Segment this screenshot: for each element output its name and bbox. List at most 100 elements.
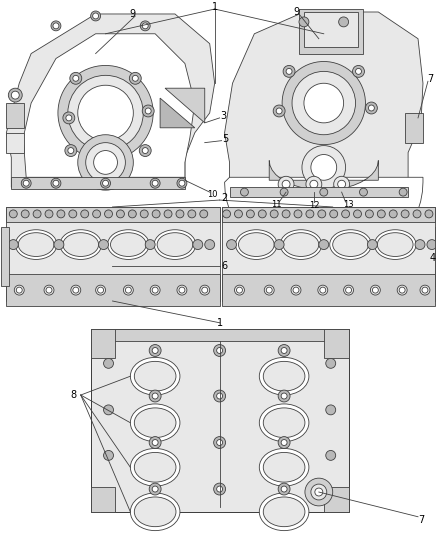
Circle shape	[23, 180, 29, 186]
Circle shape	[281, 393, 287, 399]
Circle shape	[68, 75, 143, 150]
Circle shape	[274, 240, 284, 249]
Text: 4: 4	[430, 254, 436, 263]
Circle shape	[179, 180, 185, 186]
Circle shape	[234, 210, 243, 218]
Circle shape	[140, 21, 150, 31]
Circle shape	[81, 210, 88, 218]
Circle shape	[57, 210, 65, 218]
Bar	[405, 113, 423, 143]
Circle shape	[276, 108, 282, 114]
Circle shape	[425, 210, 433, 218]
Circle shape	[320, 188, 328, 196]
Circle shape	[142, 105, 154, 117]
Circle shape	[66, 115, 72, 121]
Circle shape	[200, 285, 210, 295]
Circle shape	[9, 210, 17, 218]
Circle shape	[292, 71, 356, 135]
Circle shape	[145, 240, 155, 249]
Circle shape	[326, 495, 336, 505]
Circle shape	[311, 155, 337, 180]
Circle shape	[152, 287, 158, 293]
Circle shape	[45, 210, 53, 218]
Circle shape	[65, 144, 77, 157]
Circle shape	[58, 66, 153, 160]
Circle shape	[21, 178, 31, 188]
Circle shape	[103, 495, 113, 505]
Text: 10: 10	[208, 190, 218, 199]
Ellipse shape	[134, 361, 176, 391]
Circle shape	[282, 180, 290, 188]
Ellipse shape	[263, 497, 305, 527]
Ellipse shape	[259, 448, 309, 486]
Circle shape	[177, 178, 187, 188]
Circle shape	[413, 210, 421, 218]
Circle shape	[368, 105, 374, 111]
Circle shape	[326, 450, 336, 461]
Circle shape	[360, 188, 367, 196]
Circle shape	[8, 88, 22, 102]
Circle shape	[71, 285, 81, 295]
Circle shape	[234, 285, 244, 295]
Polygon shape	[160, 98, 195, 128]
Circle shape	[117, 210, 124, 218]
Text: 8: 8	[71, 390, 77, 400]
Text: 13: 13	[343, 200, 354, 209]
Bar	[6, 103, 24, 128]
Circle shape	[258, 210, 266, 218]
Text: 1: 1	[212, 2, 218, 12]
Polygon shape	[225, 177, 423, 271]
Bar	[91, 329, 349, 341]
Bar	[6, 133, 24, 152]
Ellipse shape	[280, 230, 322, 260]
Text: 7: 7	[418, 515, 424, 524]
Circle shape	[237, 287, 243, 293]
Circle shape	[282, 210, 290, 218]
Ellipse shape	[134, 408, 176, 438]
Circle shape	[293, 287, 299, 293]
Circle shape	[94, 150, 117, 174]
Ellipse shape	[157, 233, 193, 256]
Circle shape	[399, 188, 407, 196]
Circle shape	[53, 23, 59, 29]
Circle shape	[214, 390, 226, 402]
Circle shape	[330, 210, 338, 218]
Circle shape	[78, 135, 133, 190]
Circle shape	[149, 437, 161, 448]
Circle shape	[427, 240, 437, 249]
Ellipse shape	[259, 404, 309, 441]
Bar	[435, 227, 438, 286]
Circle shape	[281, 348, 287, 353]
Text: 9: 9	[293, 7, 299, 17]
Ellipse shape	[263, 408, 305, 438]
Circle shape	[149, 390, 161, 402]
Circle shape	[99, 240, 109, 249]
Circle shape	[46, 287, 52, 293]
Bar	[222, 207, 435, 222]
Bar	[299, 9, 364, 53]
Ellipse shape	[134, 453, 176, 482]
Circle shape	[319, 240, 329, 249]
Circle shape	[44, 285, 54, 295]
Text: 9: 9	[129, 9, 135, 19]
Bar	[230, 187, 408, 197]
Circle shape	[420, 285, 430, 295]
Circle shape	[152, 486, 158, 492]
Circle shape	[397, 285, 407, 295]
Circle shape	[306, 210, 314, 218]
Bar	[91, 487, 116, 512]
Bar	[222, 274, 435, 306]
Ellipse shape	[131, 448, 180, 486]
Circle shape	[286, 68, 292, 74]
Circle shape	[103, 450, 113, 461]
Circle shape	[294, 210, 302, 218]
Circle shape	[302, 146, 346, 189]
Circle shape	[326, 358, 336, 368]
Circle shape	[280, 188, 288, 196]
Circle shape	[367, 240, 378, 249]
Circle shape	[150, 285, 160, 295]
Bar	[6, 207, 219, 301]
Circle shape	[305, 478, 333, 506]
Circle shape	[338, 180, 346, 188]
Text: 11: 11	[271, 200, 282, 209]
